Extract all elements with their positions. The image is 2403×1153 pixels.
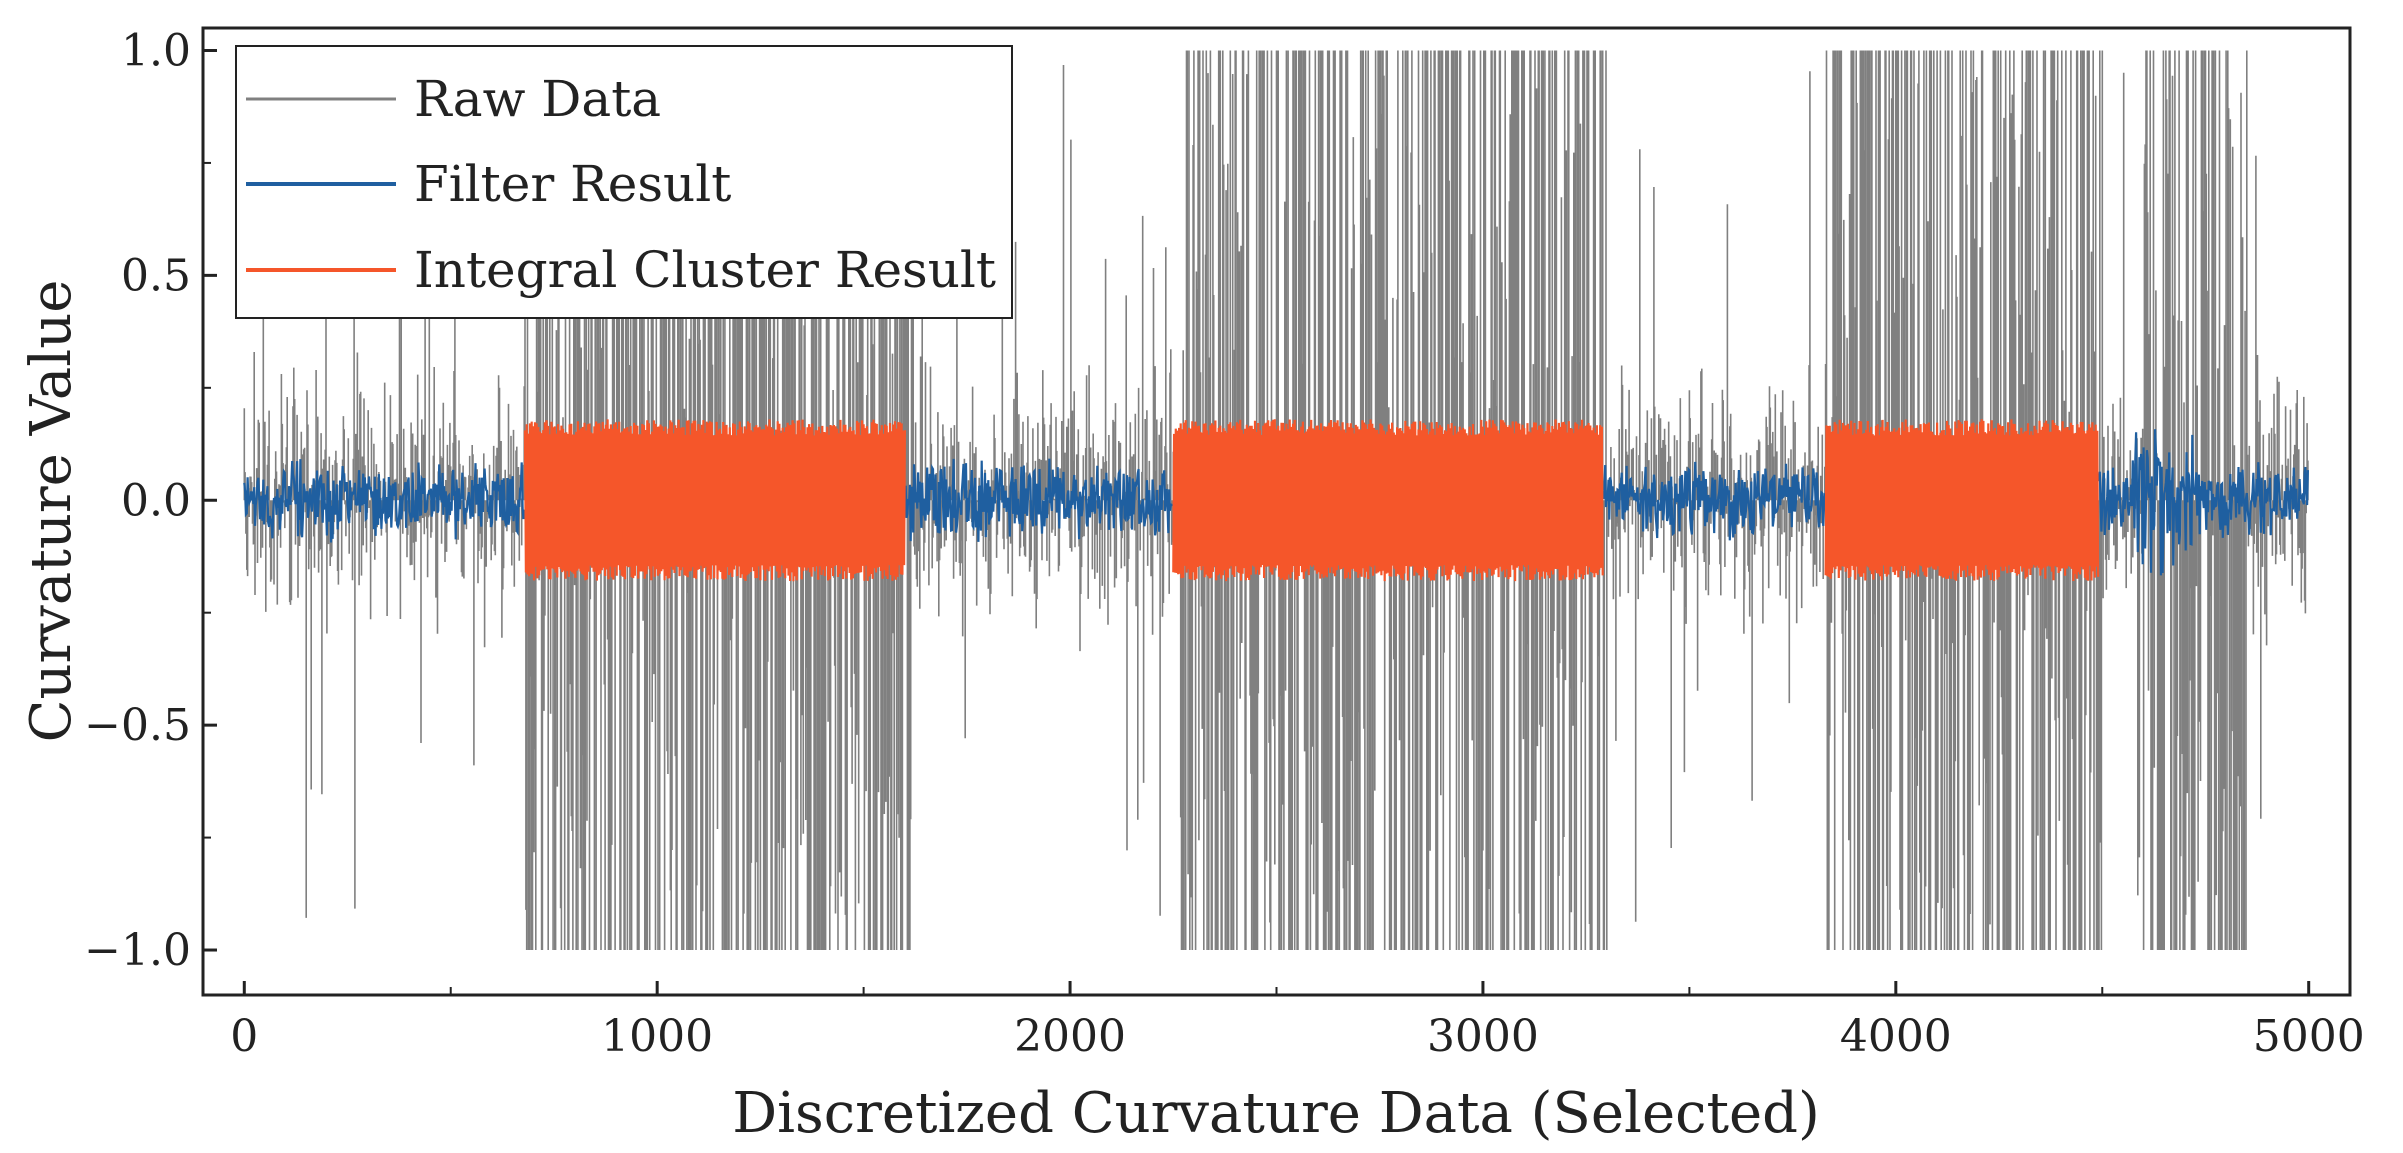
cluster-segment-3 [1824,419,2100,582]
x-tick-label-5000: 5000 [2253,1011,2365,1062]
legend-label-raw-data: Raw Data [414,70,661,128]
cluster-segment-1 [523,419,906,582]
filter-result-series [243,429,2309,576]
x-axis-title: Discretized Curvature Data (Selected) [732,1081,1820,1146]
raw-data-series [243,50,2309,950]
y-axis-title: Curvature Value [19,280,84,743]
x-tick-label-4000: 4000 [1840,1011,1952,1062]
y-tick-label-neg05: −0.5 [84,700,191,751]
raw-data-line [243,50,2309,950]
x-tick-label-2000: 2000 [1014,1011,1126,1062]
x-tick-marks [242,981,2311,995]
x-tick-label-1000: 1000 [601,1011,713,1062]
legend-label-filter-result: Filter Result [414,155,731,213]
legend: Raw Data Filter Result Integral Cluster … [235,45,1013,319]
y-tick-label-05: 0.5 [121,250,191,301]
cluster-segment-2 [1172,419,1604,582]
x-tick-label-3000: 3000 [1427,1011,1539,1062]
legend-label-integral-cluster: Integral Cluster Result [414,241,996,299]
integral-cluster-series [523,419,2100,582]
y-tick-label-neg1: −1.0 [84,925,191,976]
y-tick-marks [203,48,217,952]
filter-result-line [243,429,2309,576]
y-tick-label-0: 0.0 [121,475,191,526]
y-tick-label-1: 1.0 [121,25,191,76]
x-tick-label-0: 0 [230,1011,258,1062]
